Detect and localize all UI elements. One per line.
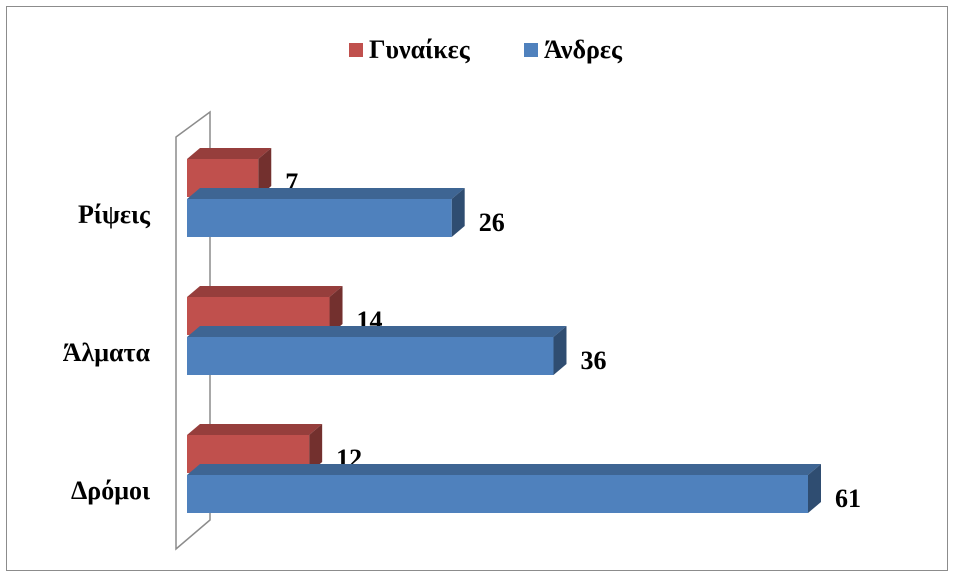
bar-side-face bbox=[258, 148, 272, 197]
bar-front-face bbox=[187, 337, 554, 375]
bar-top-face bbox=[187, 188, 465, 199]
legend-label-men: Άνδρες bbox=[544, 35, 623, 64]
bar-front-face bbox=[187, 199, 452, 237]
legend-swatch-men bbox=[524, 43, 538, 57]
bar-top-face bbox=[187, 424, 323, 435]
bar-top-face bbox=[187, 464, 821, 475]
bar-side-face bbox=[553, 326, 567, 375]
data-label-men-dromoi: 61 bbox=[835, 484, 861, 513]
bar-side-face bbox=[451, 188, 465, 237]
category-label-almata: Άλματα bbox=[63, 338, 151, 367]
legend-label-women: Γυναίκες bbox=[369, 35, 471, 64]
bar-men-almata bbox=[187, 326, 567, 375]
bar-top-face bbox=[187, 326, 567, 337]
legend: Γυναίκες Άνδρες bbox=[349, 35, 623, 64]
bar-top-face bbox=[187, 286, 343, 297]
bar-side-face bbox=[329, 286, 343, 335]
data-label-men-ripseis: 26 bbox=[479, 208, 505, 237]
bar-side-face bbox=[309, 424, 323, 473]
bar-front-face bbox=[187, 475, 808, 513]
legend-swatch-women bbox=[349, 43, 363, 57]
bar-men-ripseis bbox=[187, 188, 465, 237]
category-label-ripseis: Ρίψεις bbox=[78, 200, 151, 229]
data-label-men-almata: 36 bbox=[580, 346, 606, 375]
bar-top-face bbox=[187, 148, 272, 159]
category-label-dromoi: Δρόμοι bbox=[71, 476, 150, 505]
bar-men-dromoi bbox=[187, 464, 821, 513]
bar-side-face bbox=[808, 464, 821, 513]
